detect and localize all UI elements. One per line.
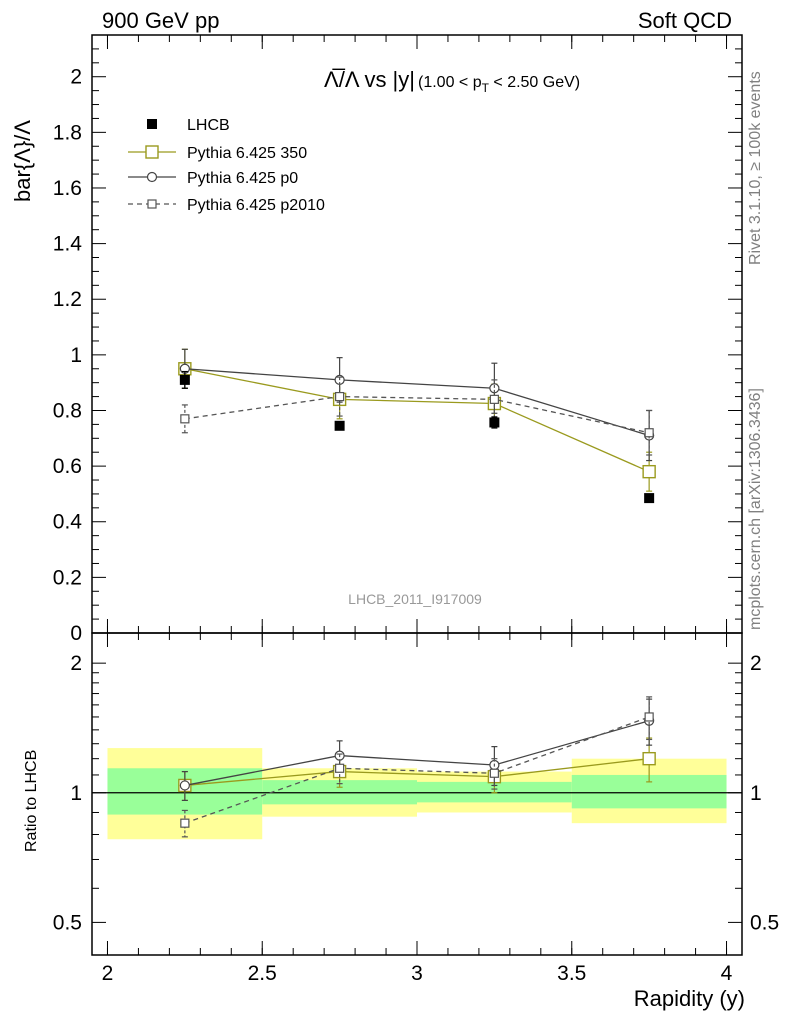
upper-y-tick-label: 0 [70, 622, 82, 645]
lower-y-tick-label: 2 [70, 652, 82, 675]
plot-title-sub-index: T [482, 81, 490, 95]
upper-series-line [184, 368, 650, 437]
upper-data-point [180, 414, 190, 424]
legend: LHCB Pythia 6.425 350 Pythia 6.425 p0 Pythi… [128, 117, 325, 214]
lower-panel: Ratio to LHCB 0.5 0.5 1 1 2 2 2 2.5 3 3.5 4 Rapidi… [23, 632, 779, 1011]
ratio-data-point [642, 751, 656, 766]
legend-label: Pythia 6.425 p0 [187, 170, 298, 187]
upper-series-line [184, 368, 650, 473]
upper-series-1 [178, 348, 656, 492]
lower-frame [91, 632, 743, 956]
x-tick-label: 3 [411, 962, 423, 985]
upper-y-tick-label: 0.8 [53, 399, 82, 422]
lower-y-tick-label-right: 1 [750, 782, 762, 805]
ratio-series-line [184, 716, 650, 824]
upper-series-0 [179, 370, 655, 504]
mcplots-label: mcplots.cern.ch [arXiv:1306.3436] [747, 388, 764, 630]
plot-title-sub-end: < 2.50 GeV) [489, 74, 580, 91]
ratio-y-axis-label: Ratio to LHCB [23, 750, 40, 852]
upper-panel: bar{Λ}/Λ 0 0.2 0.4 0.6 0.8 1 1.2 1.4 1.6 1.8 2 LHC… [10, 34, 743, 645]
ratio-data-point [489, 768, 499, 778]
x-tick-label: 4 [721, 962, 733, 985]
ratio-data-point [644, 712, 654, 722]
x-axis-label: Rapidity (y) [634, 986, 745, 1011]
legend-marker [145, 145, 159, 159]
upper-data-point [489, 394, 499, 404]
upper-y-tick-label: 1.8 [53, 121, 82, 144]
legend-marker [147, 119, 157, 129]
ratio-data-point [179, 780, 190, 791]
upper-data-point [489, 417, 500, 428]
x-tick-label: 2.5 [248, 962, 277, 985]
rivet-label: Rivet 3.1.10, ≥ 100k events [747, 71, 764, 265]
upper-series-line [184, 395, 650, 434]
x-tick-label: 3.5 [557, 962, 586, 985]
upper-y-tick-label: 1 [70, 344, 82, 367]
upper-data-point [335, 391, 345, 402]
upper-y-tick-label: 0.6 [53, 455, 82, 478]
plot-title-sub-a: (1.00 < p [418, 74, 482, 91]
upper-y-axis-label: bar{Λ}/Λ [10, 120, 35, 202]
legend-entry: Pythia 6.425 p2010 [128, 197, 325, 214]
upper-data-point [642, 464, 656, 479]
upper-data-point [644, 493, 655, 504]
legend-label: Pythia 6.425 350 [187, 145, 307, 162]
ratio-data-point [335, 763, 345, 773]
upper-y-tick-label: 1.4 [53, 233, 83, 256]
lower-y-tick-label-right: 0.5 [750, 911, 779, 934]
legend-marker [146, 171, 158, 183]
legend-marker [147, 199, 157, 209]
analysis-watermark: LHCB_2011_I917009 [348, 591, 482, 607]
upper-y-tick-label: 2 [70, 66, 82, 89]
legend-label: Pythia 6.425 p2010 [187, 197, 325, 214]
upper-data-point [334, 420, 345, 431]
lower-y-tick-label-right: 2 [750, 652, 762, 675]
upper-data-point [644, 428, 654, 438]
lower-y-tick-label: 1 [70, 782, 82, 805]
legend-entry: LHCB [147, 117, 230, 134]
plot-title-sub: (1.00 < pT < 2.50 GeV) [418, 74, 580, 95]
ratio-series-2 [180, 696, 654, 838]
ratio-series-line [184, 758, 650, 787]
legend-entry: Pythia 6.425 350 [128, 145, 307, 162]
ratio-data-point [180, 818, 190, 828]
upper-series-2 [179, 348, 655, 462]
upper-y-tick-label: 1.2 [53, 288, 82, 311]
upper-series-3 [180, 376, 654, 456]
upper-y-tick-label: 0.2 [53, 566, 82, 589]
upper-y-tick-label: 1.6 [53, 177, 82, 200]
upper-y-tick-label: 0.4 [53, 511, 83, 534]
ratio-series-line [184, 720, 650, 787]
header-left: 900 GeV pp [102, 8, 219, 33]
plot-title-main: Λ̅/Λ vs |y| [324, 67, 415, 92]
lower-y-tick-label: 0.5 [53, 911, 82, 934]
x-tick-label: 2 [102, 962, 114, 985]
legend-entry: Pythia 6.425 p0 [128, 170, 298, 187]
upper-data-point [179, 374, 190, 385]
legend-label: LHCB [187, 117, 230, 134]
header-right: Soft QCD [638, 8, 732, 33]
